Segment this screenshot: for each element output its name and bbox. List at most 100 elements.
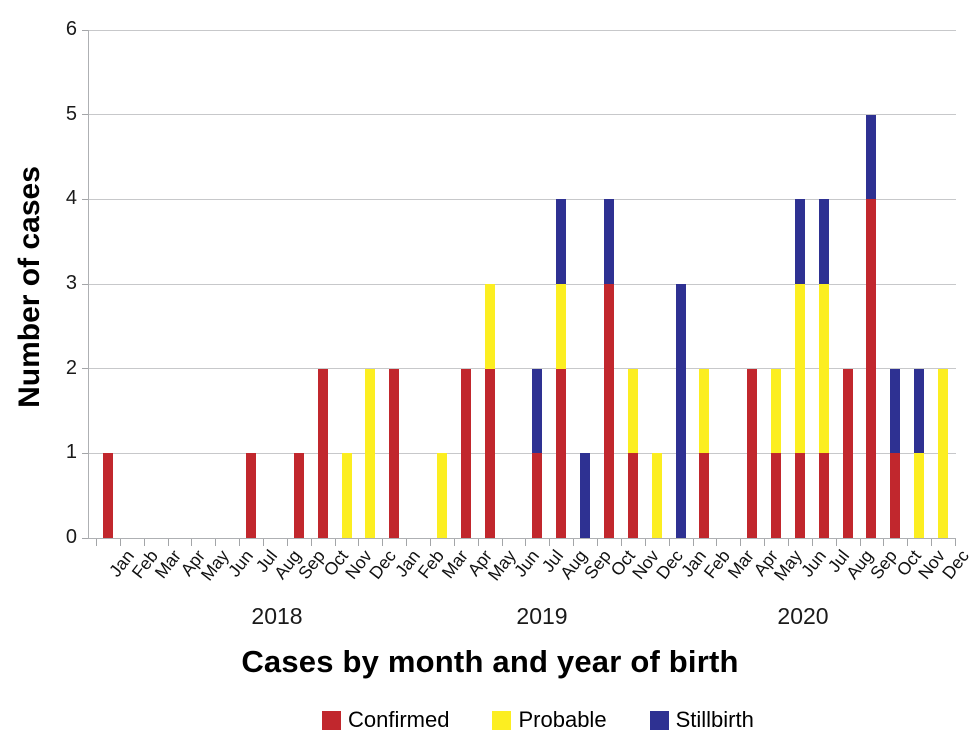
- x-tick: [525, 539, 527, 546]
- legend-swatch-stillbirth: [649, 710, 669, 730]
- x-tick: [501, 539, 503, 546]
- gridline: [88, 283, 956, 285]
- bar-segment-confirmed: [818, 453, 829, 538]
- y-tick: [82, 537, 88, 539]
- y-tick-label: 4: [65, 187, 77, 210]
- bar-segment-probable: [436, 453, 447, 538]
- gridline: [88, 452, 956, 454]
- bar-segment-stillbirth: [890, 368, 901, 454]
- x-tick: [263, 539, 265, 546]
- bar-2018-nov: [341, 453, 352, 538]
- bar-2018-jan: [102, 453, 113, 538]
- bar-segment-probable: [938, 368, 949, 538]
- bar-2019-sep: [580, 453, 591, 538]
- legend-item-probable: Probable: [492, 707, 607, 733]
- bar-2020-jul: [818, 199, 829, 538]
- x-tick: [167, 539, 169, 546]
- x-tick: [620, 539, 622, 546]
- bar-2019-oct: [604, 199, 614, 538]
- bar-segment-confirmed: [890, 453, 901, 538]
- x-tick: [835, 539, 837, 546]
- x-axis-line: [88, 538, 956, 539]
- y-tick: [82, 368, 88, 370]
- x-tick: [239, 539, 241, 546]
- x-tick: [597, 539, 599, 546]
- x-tick: [740, 539, 742, 546]
- bar-2019-may: [484, 284, 495, 538]
- x-tick: [644, 539, 646, 546]
- bar-segment-probable: [651, 453, 662, 538]
- bar-2019-mar: [436, 453, 447, 538]
- bar-segment-stillbirth: [818, 199, 829, 285]
- gridline: [88, 114, 956, 116]
- x-tick: [931, 539, 933, 546]
- x-tick: [143, 539, 145, 546]
- bar-segment-probable: [484, 284, 495, 369]
- bar-segment-probable: [365, 368, 376, 538]
- bar-segment-probable: [341, 453, 352, 538]
- bar-2020-oct: [890, 368, 901, 538]
- bar-segment-confirmed: [842, 368, 853, 538]
- y-tick: [82, 198, 88, 200]
- y-axis-line: [88, 30, 89, 539]
- gridline: [88, 368, 956, 370]
- bar-2020-aug: [842, 368, 853, 538]
- legend-item-confirmed: Confirmed: [322, 707, 449, 733]
- x-tick: [883, 539, 885, 546]
- bar-segment-confirmed: [293, 453, 304, 538]
- bar-segment-stillbirth: [556, 199, 567, 285]
- y-tick: [82, 283, 88, 285]
- bar-segment-probable: [699, 368, 710, 454]
- bar-segment-probable: [556, 284, 567, 369]
- bar-segment-stillbirth: [794, 199, 805, 285]
- bar-2020-may: [771, 368, 782, 538]
- x-tick: [406, 539, 408, 546]
- bar-2019-nov: [627, 368, 638, 538]
- x-tick: [96, 539, 97, 546]
- year-label: 2020: [777, 603, 829, 629]
- bar-2019-aug: [556, 199, 567, 538]
- bar-segment-probable: [914, 453, 925, 538]
- bar-segment-stillbirth: [532, 368, 543, 454]
- x-tick: [668, 539, 670, 546]
- x-tick: [191, 539, 193, 546]
- bar-segment-probable: [818, 284, 829, 454]
- bar-segment-confirmed: [102, 453, 113, 538]
- x-tick: [310, 539, 312, 546]
- bar-2020-sep: [866, 114, 877, 538]
- x-tick: [215, 539, 217, 546]
- x-axis-title: Cases by month and year of birth: [241, 644, 739, 679]
- bar-2020-jan: [675, 284, 686, 538]
- bar-2019-jan: [389, 368, 400, 538]
- bar-segment-stillbirth: [866, 114, 877, 200]
- x-tick: [692, 539, 694, 546]
- x-tick: [954, 539, 956, 546]
- gridline: [88, 29, 956, 31]
- x-tick: [764, 539, 766, 546]
- bar-2019-jul: [532, 368, 543, 538]
- x-tick: [334, 539, 336, 546]
- y-tick-label: 6: [65, 18, 77, 41]
- plot-area: [88, 30, 956, 538]
- bar-segment-confirmed: [604, 284, 614, 538]
- gridline: [88, 198, 956, 200]
- legend-swatch-probable: [492, 710, 512, 730]
- x-tick: [382, 539, 384, 546]
- bar-segment-confirmed: [771, 453, 782, 538]
- bar-2020-apr: [747, 368, 758, 538]
- bar-segment-confirmed: [532, 453, 543, 538]
- bar-segment-probable: [771, 368, 782, 454]
- month-label: Dec: [937, 546, 973, 583]
- bar-2018-oct: [317, 368, 328, 538]
- x-tick: [573, 539, 575, 546]
- bar-segment-stillbirth: [914, 368, 925, 454]
- bar-segment-confirmed: [389, 368, 400, 538]
- x-tick: [787, 539, 789, 546]
- bar-segment-confirmed: [556, 368, 567, 538]
- bar-segment-stillbirth: [675, 284, 686, 538]
- year-label: 2018: [251, 603, 303, 629]
- bar-2019-apr: [460, 368, 471, 538]
- y-tick: [82, 114, 88, 116]
- y-tick: [82, 452, 88, 454]
